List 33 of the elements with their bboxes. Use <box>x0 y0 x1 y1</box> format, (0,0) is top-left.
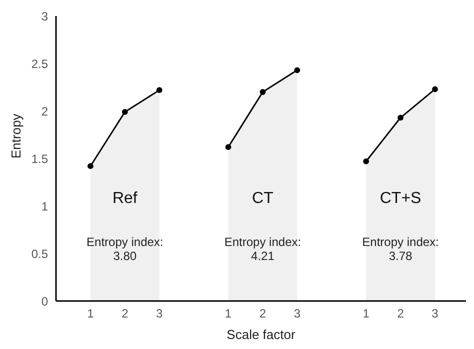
x-tick-label: 1 <box>362 306 370 321</box>
x-axis-title: Scale factor <box>226 327 296 342</box>
point <box>122 109 128 115</box>
annotation: Entropy index: 4.21 <box>223 235 302 264</box>
series-label: CT+S <box>378 190 422 208</box>
x-tick-label: 3 <box>294 306 301 321</box>
point <box>260 89 266 95</box>
series-label: Ref <box>111 190 138 208</box>
y-axis-title: Entropy <box>8 113 24 158</box>
y-tick-label: 2.5 <box>31 56 48 71</box>
point <box>156 87 162 94</box>
x-tick-label: 3 <box>432 306 439 321</box>
point <box>88 163 94 170</box>
point <box>363 158 370 164</box>
point <box>398 114 404 121</box>
y-tick-label: 1.5 <box>31 152 48 166</box>
annotation: Entropy index: 3.80 <box>86 235 164 264</box>
y-tick-label: 0.5 <box>31 246 48 261</box>
series-label: CT <box>251 190 274 208</box>
point <box>225 144 232 150</box>
x-tick-label: 2 <box>259 306 266 321</box>
y-tick-label: 1 <box>41 199 48 214</box>
x-tick-label: 1 <box>87 306 94 321</box>
annotation: Entropy index: 3.78 <box>361 235 440 264</box>
x-tick-label: 3 <box>156 306 164 321</box>
y-tick-label: 0 <box>41 294 48 308</box>
x-tick-label: 1 <box>224 306 232 321</box>
point <box>294 67 300 74</box>
y-tick-label: 2 <box>41 104 48 118</box>
x-tick-label: 2 <box>397 306 404 321</box>
point <box>432 86 438 92</box>
x-tick-label: 2 <box>122 306 129 321</box>
y-tick-label: 3 <box>41 9 48 24</box>
